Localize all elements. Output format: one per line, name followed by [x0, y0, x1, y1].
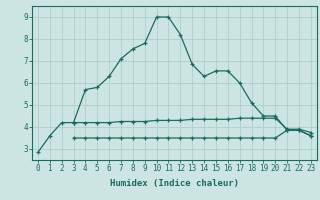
X-axis label: Humidex (Indice chaleur): Humidex (Indice chaleur) [110, 179, 239, 188]
